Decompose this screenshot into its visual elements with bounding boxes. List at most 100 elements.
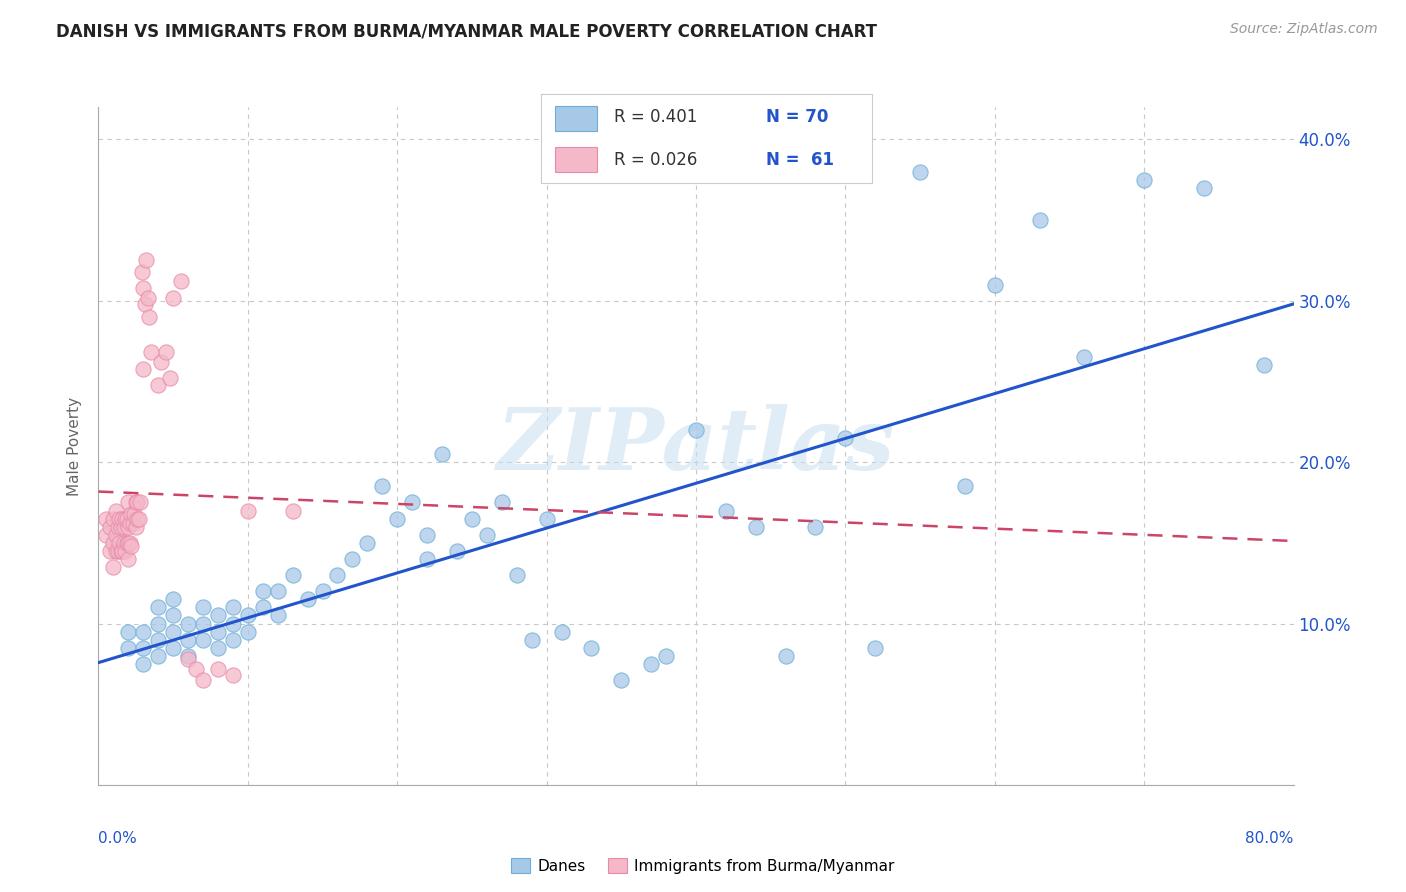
Point [430, 447, 453, 461]
Bar [554, 106, 598, 131]
Point [115, 511, 138, 525]
Point [1133, 172, 1156, 186]
Point [177, 648, 200, 663]
Point [550, 624, 572, 639]
Point [267, 608, 290, 623]
Point [114, 544, 136, 558]
Point [191, 600, 214, 615]
Point [117, 624, 139, 639]
Point [177, 632, 200, 647]
Point [110, 519, 132, 533]
Point [252, 600, 274, 615]
Point [120, 507, 142, 521]
Text: R = 0.401: R = 0.401 [614, 108, 697, 126]
Point [162, 608, 184, 623]
Point [117, 519, 139, 533]
Point [745, 519, 768, 533]
Point [834, 431, 856, 445]
Point [326, 568, 349, 582]
Text: N = 70: N = 70 [766, 108, 828, 126]
Point [110, 544, 132, 558]
Point [177, 652, 200, 666]
Point [125, 519, 148, 533]
Point [100, 544, 122, 558]
Point [267, 584, 290, 599]
Point [148, 600, 170, 615]
Point [118, 516, 141, 531]
Point [94, 511, 117, 525]
Point [1073, 350, 1095, 364]
Point [103, 560, 125, 574]
Point [100, 519, 122, 533]
Point [131, 265, 153, 279]
Point [222, 668, 245, 682]
Point [184, 662, 207, 676]
Point [94, 528, 117, 542]
Point [138, 310, 160, 324]
Point [155, 345, 177, 359]
Text: DANISH VS IMMIGRANTS FROM BURMA/MYANMAR MALE POVERTY CORRELATION CHART: DANISH VS IMMIGRANTS FROM BURMA/MYANMAR … [56, 22, 877, 40]
Bar [554, 147, 598, 172]
Point [112, 519, 135, 533]
Point [114, 511, 136, 525]
Y-axis label: Male Poverty: Male Poverty [67, 396, 83, 496]
Point [281, 503, 304, 517]
Point [356, 536, 378, 550]
Point [132, 640, 155, 655]
Legend: Danes, Immigrants from Burma/Myanmar: Danes, Immigrants from Burma/Myanmar [505, 852, 901, 880]
Point [148, 616, 170, 631]
Point [491, 495, 513, 509]
Point [775, 648, 797, 663]
Point [984, 277, 1007, 292]
Point [132, 657, 155, 671]
Text: 80.0%: 80.0% [1246, 831, 1294, 847]
Point [1028, 213, 1050, 227]
Point [416, 528, 439, 542]
Point [385, 511, 409, 525]
Point [120, 539, 142, 553]
Point [865, 640, 887, 655]
Text: R = 0.026: R = 0.026 [614, 151, 697, 169]
Point [162, 291, 184, 305]
Point [401, 495, 423, 509]
Point [685, 423, 707, 437]
Point [115, 536, 138, 550]
Point [127, 511, 149, 525]
Point [103, 536, 125, 550]
Point [222, 616, 245, 631]
Point [191, 632, 214, 647]
Point [107, 519, 129, 533]
Point [108, 536, 131, 550]
Point [371, 479, 394, 493]
Point [134, 297, 156, 311]
Point [191, 616, 214, 631]
Point [111, 544, 134, 558]
Point [236, 608, 259, 623]
Text: ZIPatlas: ZIPatlas [496, 404, 896, 488]
Point [132, 361, 155, 376]
Point [169, 274, 191, 288]
Point [136, 291, 159, 305]
Point [297, 592, 319, 607]
Point [117, 640, 139, 655]
Point [105, 528, 128, 542]
Point [342, 552, 364, 566]
Text: Source: ZipAtlas.com: Source: ZipAtlas.com [1230, 22, 1378, 37]
Point [581, 640, 603, 655]
Point [804, 519, 827, 533]
Point [162, 592, 184, 607]
Point [207, 640, 229, 655]
Point [148, 648, 170, 663]
Point [127, 495, 149, 509]
Point [159, 371, 181, 385]
Point [506, 568, 529, 582]
Point [252, 584, 274, 599]
Point [207, 662, 229, 676]
Point [1253, 359, 1275, 373]
Point [207, 624, 229, 639]
Point [461, 511, 484, 525]
Point [475, 528, 498, 542]
Point [139, 345, 162, 359]
Point [953, 479, 976, 493]
Point [162, 640, 184, 655]
